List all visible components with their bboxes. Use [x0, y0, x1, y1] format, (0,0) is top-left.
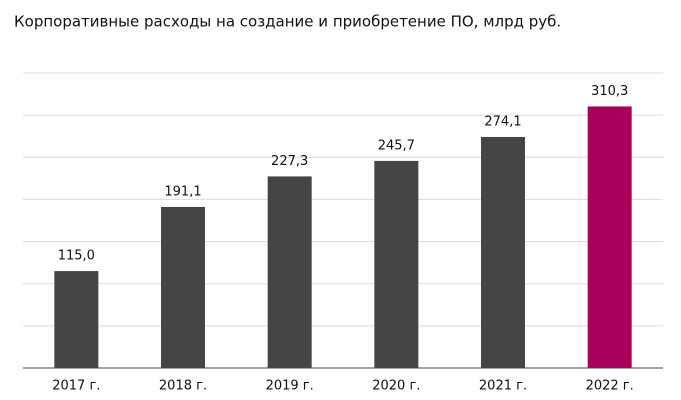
x-tick-label: 2022 г. [586, 379, 634, 394]
bar [481, 136, 525, 368]
bar [587, 106, 632, 368]
value-label: 274,1 [484, 114, 521, 129]
value-label: 245,7 [378, 138, 415, 153]
bar [161, 206, 205, 368]
x-tick-label: 2017 г. [52, 379, 100, 394]
bar [374, 160, 419, 368]
value-label: 191,1 [164, 184, 201, 199]
bar [54, 271, 99, 368]
x-tick-label: 2018 г. [159, 379, 207, 394]
value-label: 115,0 [58, 249, 95, 264]
value-label: 310,3 [591, 84, 628, 99]
bar [267, 176, 312, 368]
x-tick-label: 2020 г. [372, 379, 420, 394]
value-label: 227,3 [271, 154, 308, 169]
chart-title: Корпоративные расходы на создание и прио… [14, 13, 561, 31]
x-tick-label: 2021 г. [479, 379, 527, 394]
x-tick-label: 2019 г. [266, 379, 314, 394]
